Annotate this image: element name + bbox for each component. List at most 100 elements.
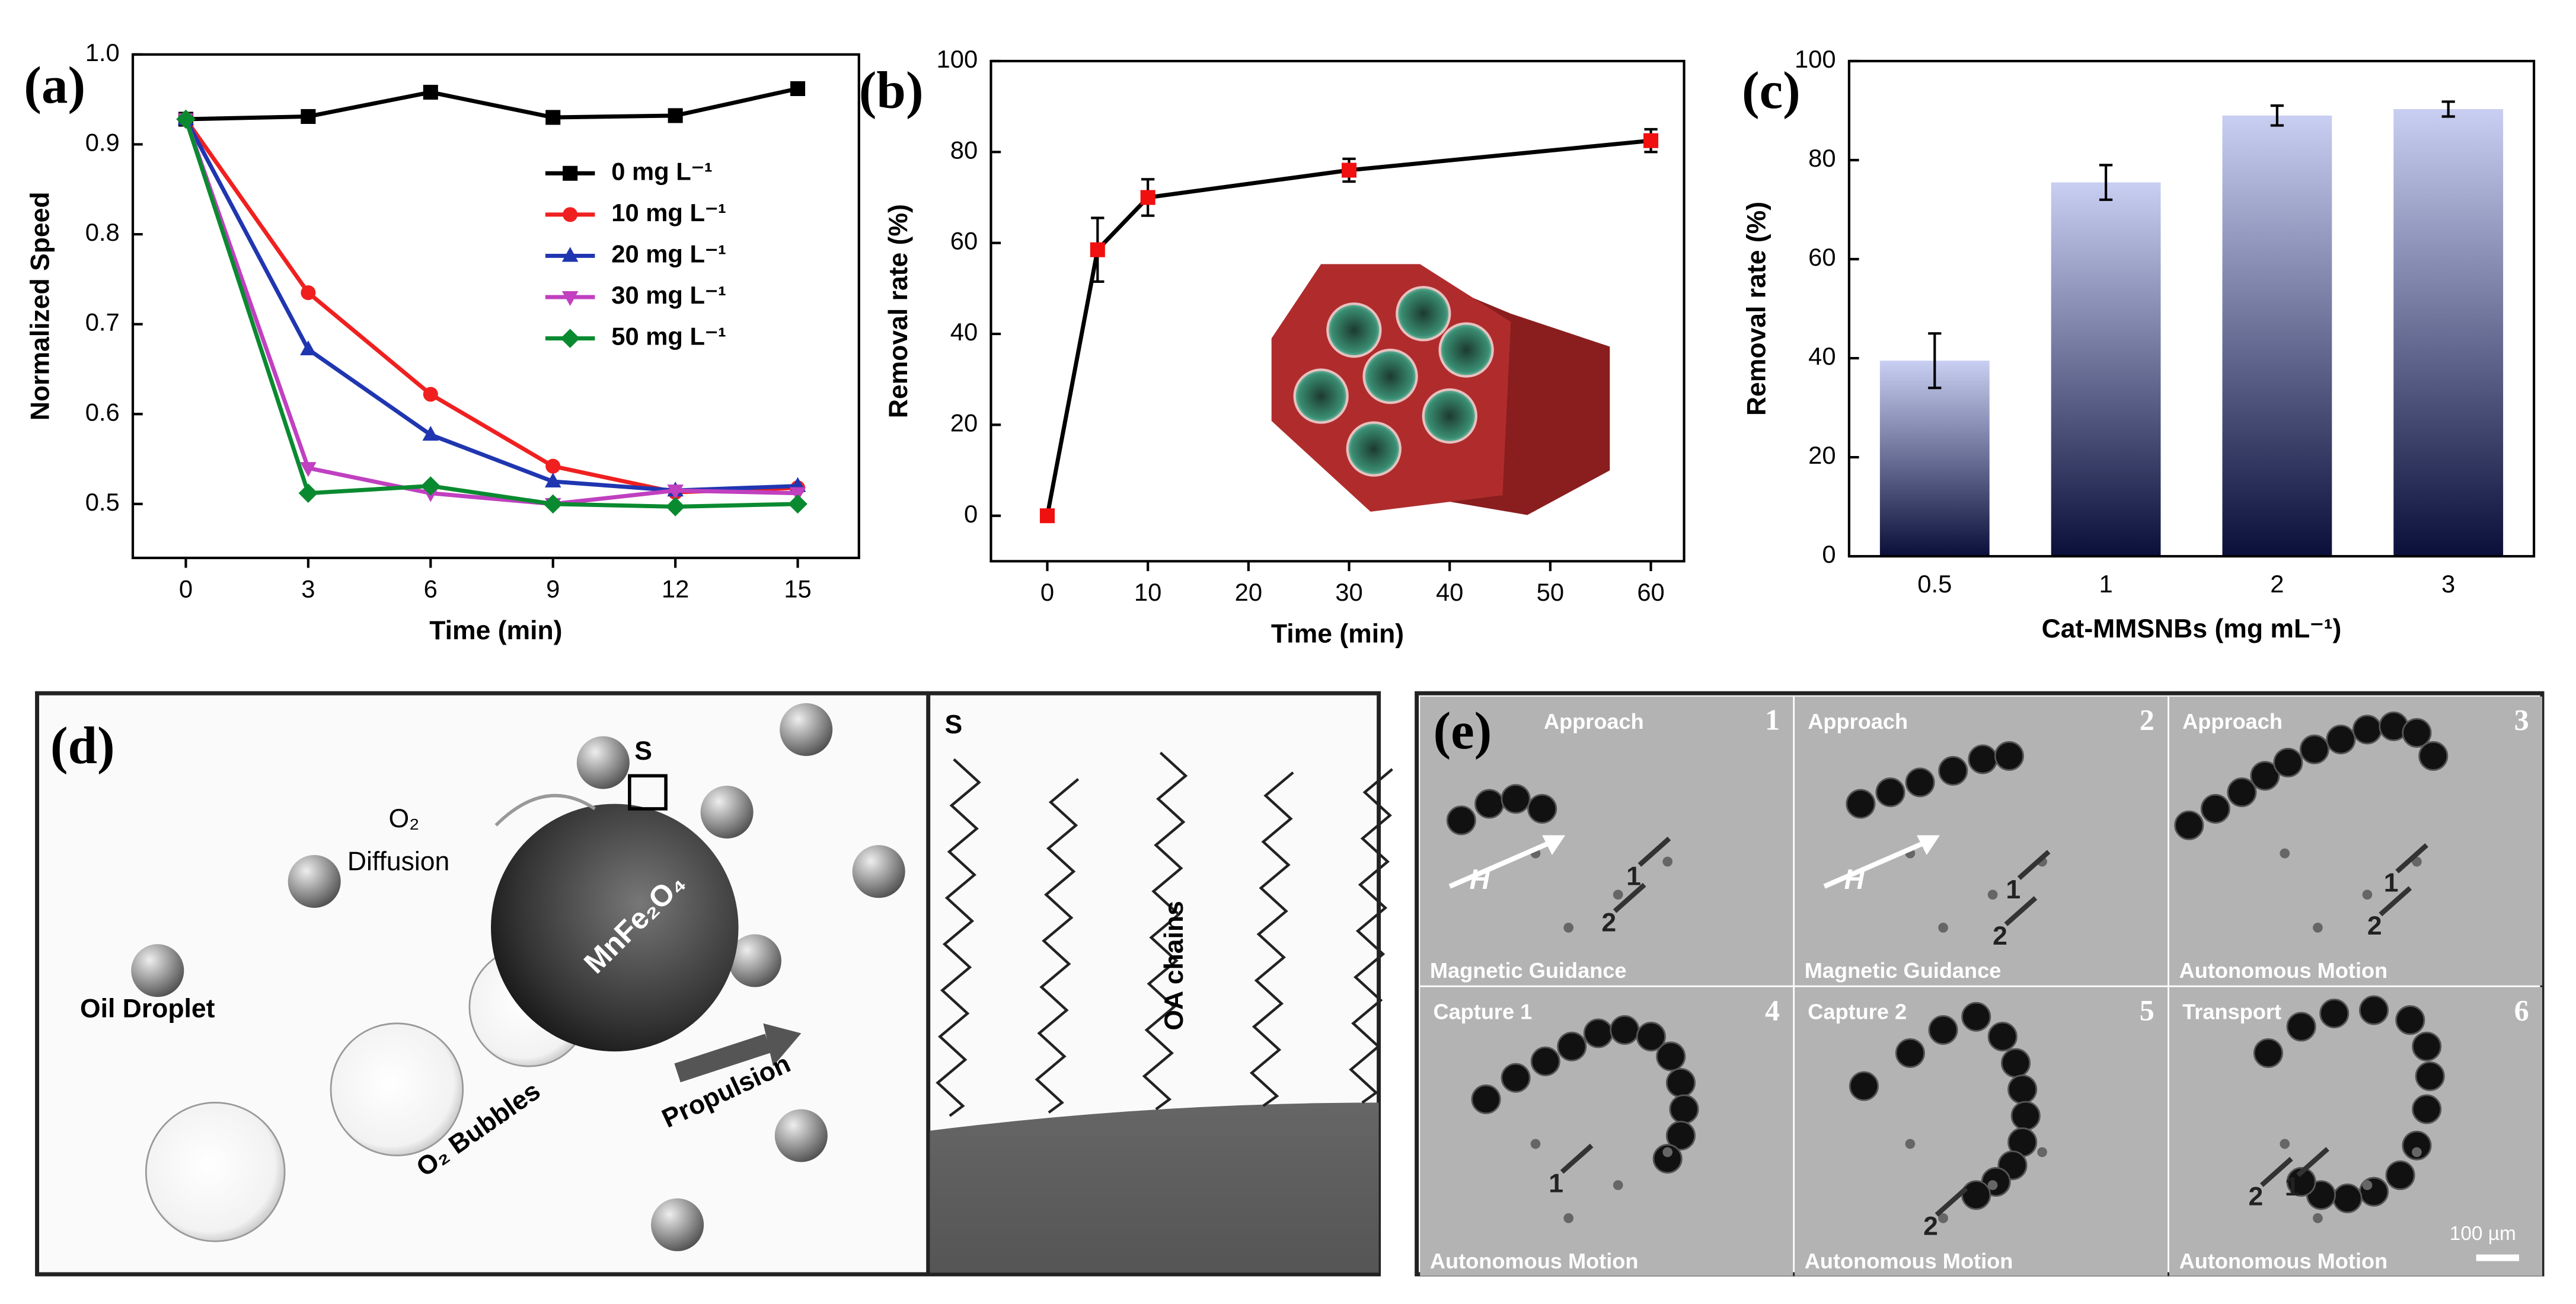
- droplet: [2313, 923, 2323, 933]
- marker: [1140, 190, 1155, 205]
- magnetic-bead: [1665, 1067, 1696, 1098]
- magnetic-bead: [2412, 1094, 2442, 1124]
- pointer-label: 2: [2249, 1182, 2264, 1211]
- droplet: [1662, 856, 1673, 867]
- magnetic-bead: [1669, 1094, 1699, 1124]
- x-tick-label: 3: [301, 575, 315, 603]
- magnetic-bead: [2253, 1038, 2283, 1068]
- magnetic-bead: [1968, 744, 1998, 774]
- x-tick-label: 40: [1436, 578, 1463, 606]
- droplet: [1987, 889, 1998, 900]
- marker: [300, 462, 317, 477]
- panel-label: (e): [1433, 702, 1492, 760]
- y-tick-label: 0.8: [85, 218, 120, 246]
- magnetic-bead: [2359, 995, 2389, 1025]
- magnetic-bead: [2326, 724, 2356, 755]
- flow-arrow: [494, 793, 596, 827]
- x-tick-label: 60: [1637, 578, 1664, 606]
- pore: [1326, 302, 1382, 358]
- pointer-label: 1: [2006, 875, 2020, 904]
- magnetic-bead: [2250, 761, 2280, 791]
- magnetic-bead: [2395, 1005, 2425, 1035]
- pointer-label: 1: [2384, 869, 2399, 898]
- droplet: [1987, 1180, 1998, 1190]
- oa-chain: [1142, 751, 1188, 1111]
- diffusion-label: Diffusion: [347, 847, 449, 876]
- frame-number: 2: [2140, 703, 2154, 737]
- droplet: [1613, 889, 1623, 900]
- magnetic-bead: [1875, 777, 1905, 808]
- y-tick-label: 1.0: [85, 39, 120, 66]
- x-tick-label: 3: [2441, 570, 2455, 598]
- droplet: [2037, 1147, 2047, 1158]
- oil-droplet: [774, 1109, 828, 1162]
- oa-chain: [936, 758, 981, 1117]
- frame-title: Capture 2: [1808, 1000, 1907, 1024]
- marker: [1341, 162, 1357, 178]
- frame-title: Capture 1: [1433, 1000, 1532, 1024]
- magnetic-bead: [1527, 793, 1557, 824]
- x-tick-label: 6: [424, 575, 438, 603]
- marker: [545, 458, 561, 474]
- marker: [1090, 242, 1105, 257]
- oil-droplet: [131, 944, 184, 997]
- magnetic-bead: [2418, 741, 2449, 771]
- magnetic-bead: [2286, 1012, 2316, 1042]
- magnetic-bead: [2352, 715, 2382, 745]
- frame-number: 1: [1765, 703, 1780, 737]
- oil-droplet: [576, 736, 630, 789]
- magnetic-bead: [1987, 1022, 2018, 1052]
- marker: [668, 108, 683, 123]
- oil-droplet: [288, 855, 341, 908]
- marker: [561, 247, 579, 262]
- magnetic-bead: [2174, 810, 2204, 840]
- pointer: [2004, 896, 2038, 926]
- pore: [1422, 388, 1477, 444]
- magnetic-bead: [1557, 1031, 1587, 1061]
- magnetic-bead: [1905, 767, 1935, 798]
- pointer-label: 1: [2285, 1172, 2300, 1201]
- marker: [423, 85, 438, 100]
- magnetic-bead: [1610, 1015, 1640, 1045]
- magnetic-bead: [1446, 805, 1476, 836]
- magnetic-bead: [1652, 1143, 1683, 1174]
- marker: [543, 494, 563, 514]
- particle: [491, 804, 739, 1052]
- marker: [298, 483, 318, 503]
- micrograph: [1795, 987, 2168, 1276]
- frame-title: Approach: [2182, 709, 2283, 734]
- frame-title: Approach: [1544, 709, 1644, 734]
- x-axis-title: Time (min): [1271, 619, 1404, 648]
- field-arrow: [1448, 839, 1553, 889]
- micrograph: [1420, 696, 1793, 986]
- marker: [301, 109, 316, 124]
- magnetic-bead: [1471, 1084, 1501, 1114]
- o2-label: O₂: [388, 804, 419, 833]
- field-label: H: [1844, 864, 1865, 895]
- bubble: [330, 1022, 464, 1156]
- frame-number: 4: [1765, 994, 1780, 1027]
- pointer: [2379, 886, 2412, 917]
- magnetic-bead: [2319, 999, 2350, 1029]
- magnetic-bead: [1961, 1002, 1991, 1032]
- magnetic-bead: [1846, 789, 1876, 819]
- y-tick-label: 0.9: [85, 128, 120, 156]
- x-tick-label: 0: [179, 575, 193, 603]
- oil-droplet: [780, 703, 833, 756]
- marker: [1643, 133, 1659, 148]
- x-axis-title: Time (min): [429, 616, 562, 645]
- zoom-label: S: [945, 710, 963, 739]
- micrograph: [2169, 987, 2542, 1276]
- error-bar: [2441, 100, 2455, 118]
- x-tick-label: 9: [546, 575, 560, 603]
- oa-chain: [1035, 778, 1080, 1114]
- pointer-label: 2: [1993, 922, 2007, 951]
- magnetic-bead: [1501, 1063, 1531, 1093]
- magnetic-bead: [2273, 747, 2303, 778]
- droplet: [1613, 1180, 1623, 1190]
- magnetic-bead: [1583, 1018, 1613, 1048]
- x-axis-title: Cat-MMSNBs (mg mL⁻¹): [2042, 614, 2342, 643]
- x-tick-label: 12: [662, 575, 689, 603]
- pointer-label: 2: [1601, 908, 1616, 938]
